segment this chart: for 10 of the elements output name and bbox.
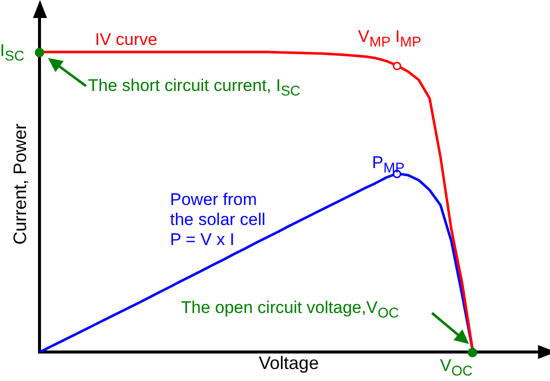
text: I$_{SC}$ bbox=[0, 41, 24, 66]
text: V$_{OC}$ bbox=[440, 356, 473, 381]
x-axis-title: Voltage bbox=[258, 353, 319, 374]
annotation: The short circuit current, I$_{SC}$ bbox=[88, 76, 300, 102]
y-axis-title: Current, Power bbox=[10, 124, 30, 245]
annotation: P$_{MP}$ bbox=[372, 153, 405, 178]
annotation: The open circuit voltage,V$_{OC}$ bbox=[181, 298, 399, 324]
series-label: Power from the solar cell P = V x I bbox=[170, 190, 266, 250]
text: V$_{MP}$ I$_{MP}$ bbox=[358, 27, 422, 52]
series-label: IV curve bbox=[95, 30, 158, 50]
